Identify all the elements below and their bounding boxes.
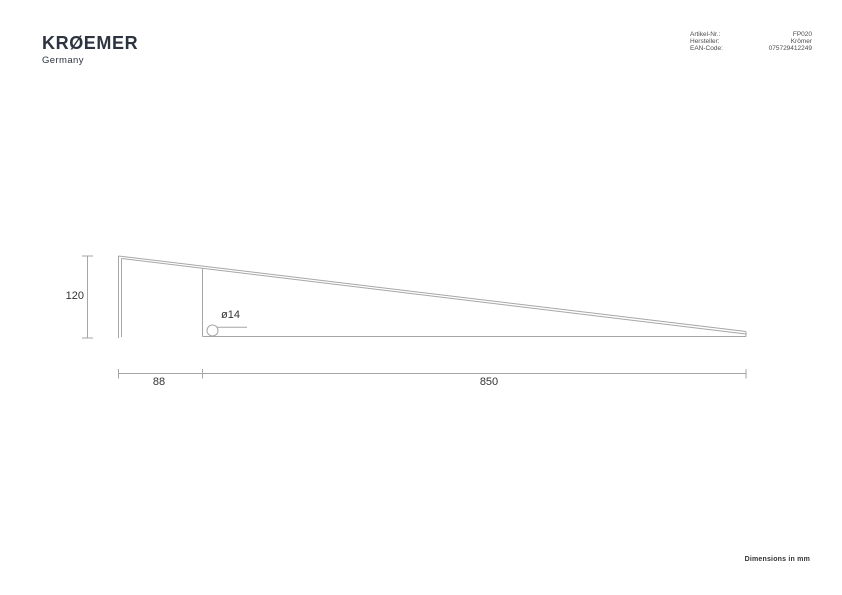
manufacturer-value: Krömer	[790, 38, 812, 46]
brand-name: KRØEMER	[42, 33, 139, 53]
article-number-label: Artikel-Nr.:	[690, 31, 721, 38]
article-number-value: FP020	[792, 31, 812, 38]
ean-code-label: EAN-Code:	[690, 45, 723, 53]
hole-circle	[206, 324, 219, 337]
manufacturer-label: Hersteller:	[690, 38, 720, 46]
brand-logo: KRØEMER Germany	[42, 34, 138, 66]
ean-code-value: 075729412249	[768, 45, 812, 53]
dim-label-base-main: 850	[479, 376, 499, 388]
dim-label-hole-diameter: ø14	[221, 309, 240, 321]
dim-label-height: 120	[65, 290, 84, 302]
product-info-block: Artikel-Nr.: FP020 Hersteller: Krömer EA…	[690, 31, 812, 53]
dim-label-base-front: 88	[152, 376, 166, 388]
brand-subtitle: Germany	[42, 55, 84, 66]
product-info-row: EAN-Code: 075729412249	[690, 45, 812, 52]
ramp-top-surface-outer	[118, 255, 747, 332]
ramp-top-surface-inner	[121, 258, 747, 335]
product-info-row: Hersteller: Krömer	[690, 38, 812, 45]
product-info-row: Artikel-Nr.: FP020	[690, 31, 812, 38]
units-note: Dimensions in mm	[744, 556, 810, 563]
